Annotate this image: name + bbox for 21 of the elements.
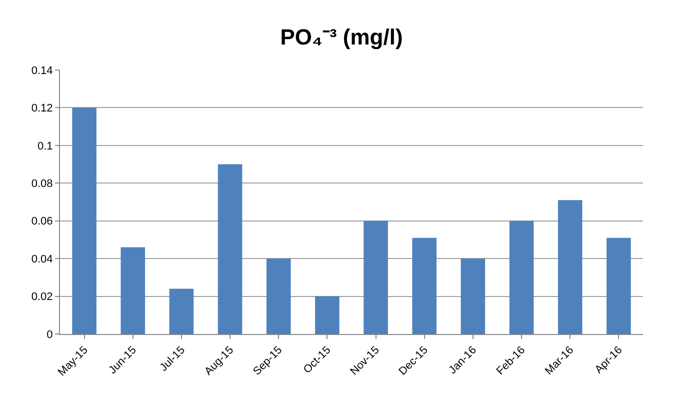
bar [460,258,486,334]
chart-title: PO₄⁻³ (mg/l) [280,24,403,50]
bar [412,238,437,334]
bar [606,238,631,334]
bar [218,164,242,334]
y-tick-label: 0.1 [38,140,53,152]
bar [364,220,388,334]
bar [266,258,291,334]
y-tick-label: 0.04 [31,253,53,266]
y-tick-label: 0.08 [31,178,53,190]
y-tick-label: 0 [46,328,53,341]
y-tick-label: 0.14 [31,64,53,77]
y-tick-label: 0.06 [31,216,53,228]
bar [558,200,582,334]
y-tick-label: 0.02 [31,291,53,304]
y-tick-label: 0.12 [31,102,53,115]
bar [169,288,194,334]
bar [120,247,146,334]
bar [315,296,340,334]
bar [509,220,534,334]
bar [72,108,96,334]
